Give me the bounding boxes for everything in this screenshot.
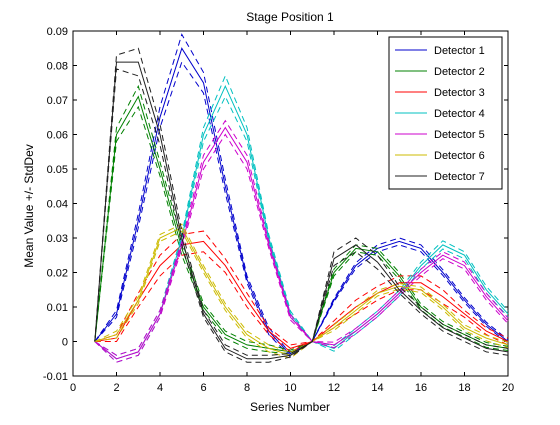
x-tick-label: 6 xyxy=(200,382,206,394)
y-tick-label: 0 xyxy=(62,337,68,349)
legend-label: Detector 5 xyxy=(434,129,485,141)
y-tick-label: 0.02 xyxy=(47,268,68,280)
legend-label: Detector 7 xyxy=(434,171,485,183)
x-axis-label: Series Number xyxy=(250,400,330,414)
y-tick-label: 0.06 xyxy=(47,130,68,142)
legend: Detector 1 Detector 2 Detector 3 Detector 4… xyxy=(388,36,503,190)
x-tick-label: 4 xyxy=(157,382,163,394)
x-tick-label: 14 xyxy=(371,382,383,394)
series-lower-band-7 xyxy=(94,68,509,363)
series-upper-band-7 xyxy=(94,47,509,356)
series-upper-band-5 xyxy=(94,119,509,356)
y-tick-label: 0.04 xyxy=(47,199,68,211)
y-axis-label: Mean Value +/- StdDev xyxy=(22,144,36,268)
x-tick-label: 8 xyxy=(244,382,250,394)
series-line-7 xyxy=(94,61,509,360)
legend-label: Detector 1 xyxy=(434,45,485,57)
series-line-5 xyxy=(94,126,509,360)
x-tick-label: 0 xyxy=(70,382,76,394)
series-lower-band-5 xyxy=(94,133,509,363)
legend-label: Detector 3 xyxy=(434,87,485,99)
y-tick-label: 0.09 xyxy=(47,26,68,38)
y-tick-label: 0.08 xyxy=(47,61,68,73)
series-upper-band-3 xyxy=(94,230,509,346)
series-line-3 xyxy=(94,240,509,349)
x-tick-label: 20 xyxy=(502,382,514,394)
series-upper-band-2 xyxy=(94,84,509,351)
y-tick-label: 0.01 xyxy=(47,302,68,314)
x-tick-label: 18 xyxy=(458,382,470,394)
chart-title: Stage Position 1 xyxy=(246,10,334,24)
series-layer xyxy=(94,33,509,363)
series-lower-band-6 xyxy=(94,230,509,359)
legend-label: Detector 2 xyxy=(434,66,485,78)
y-tick-label: 0.03 xyxy=(47,233,68,245)
x-tick-label: 2 xyxy=(113,382,119,394)
legend-label: Detector 4 xyxy=(434,108,485,120)
y-tick-label: 0.07 xyxy=(47,95,68,107)
y-tick-label: -0.01 xyxy=(43,371,68,383)
axis-ticks: 0 2 4 6 8 10 12 14 16 18 20-0.0100.010.020.030.040… xyxy=(43,26,514,394)
x-tick-label: 12 xyxy=(328,382,340,394)
x-tick-label: 10 xyxy=(284,382,296,394)
legend-label: Detector 6 xyxy=(434,150,485,162)
y-tick-label: 0.05 xyxy=(47,164,68,176)
x-tick-label: 16 xyxy=(415,382,427,394)
